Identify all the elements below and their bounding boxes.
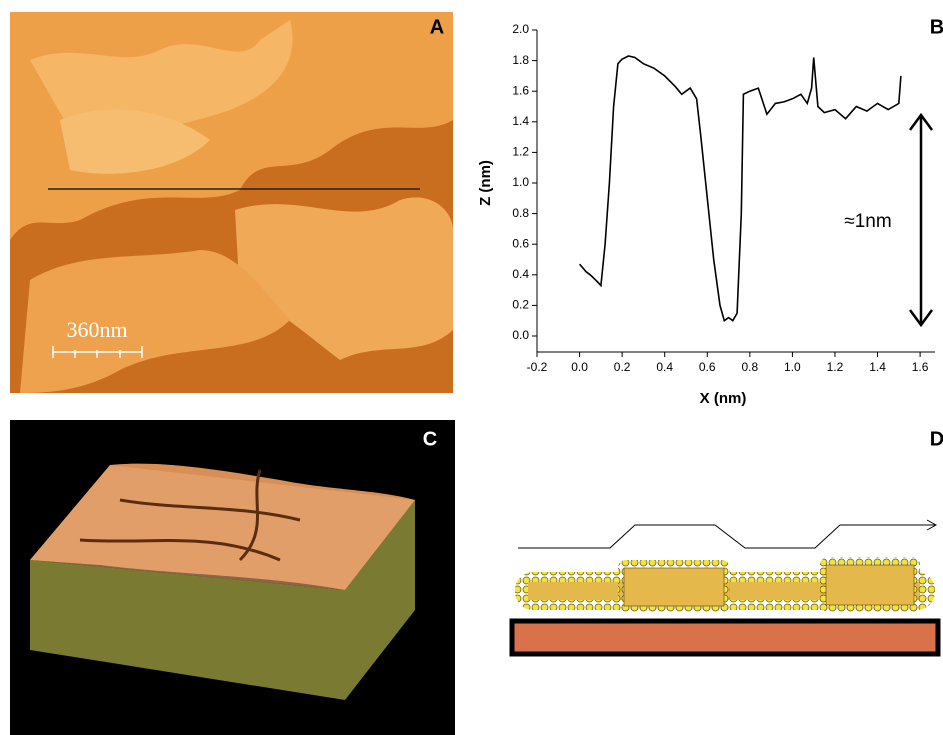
y-tick-label: 1.6	[512, 83, 529, 97]
lipid-domain-core	[624, 568, 724, 606]
substrate	[512, 621, 938, 654]
profile-line	[580, 56, 901, 321]
x-axis-label: X (nm)	[700, 390, 747, 407]
y-tick-label: 0.6	[512, 236, 529, 250]
x-tick-label: 0.0	[571, 360, 588, 374]
x-tick-label: 0.4	[656, 360, 673, 374]
panel-label: B	[930, 16, 943, 38]
y-tick-label: 2.0	[512, 22, 529, 36]
profile-trace	[518, 520, 936, 548]
panel-label: C	[423, 428, 437, 450]
panel-label: A	[430, 16, 444, 38]
y-axis-label: Z (nm)	[477, 160, 494, 206]
x-tick-label: 1.4	[869, 360, 886, 374]
panel-label: D	[930, 428, 943, 450]
x-tick-label: -0.2	[527, 360, 548, 374]
height-arrow	[910, 115, 932, 325]
x-tick-label: 0.6	[699, 360, 716, 374]
x-tick-label: 1.6	[912, 360, 929, 374]
y-tick-label: 1.4	[512, 114, 529, 128]
y-tick-label: 0.8	[512, 206, 529, 220]
figure-canvas: A 360nm B X (nm) Z (nm) ≈1nm 0.0 0.2 0.4 0.…	[0, 0, 943, 735]
annotation: ≈1nm	[844, 211, 891, 232]
panel-d: D	[512, 428, 943, 654]
panel-c: C	[10, 420, 455, 735]
lipid-domain-core	[826, 565, 914, 605]
y-tick-label: 1.8	[512, 53, 529, 67]
panel-b: B X (nm) Z (nm) ≈1nm 0.0 0.2 0.4 0.6 0.8 1.0 1…	[477, 16, 943, 407]
y-tick-label: 0.2	[512, 298, 529, 312]
x-tick-label: 1.0	[784, 360, 801, 374]
x-tick-label: 0.8	[741, 360, 758, 374]
y-tick-label: 0.0	[512, 328, 529, 342]
y-tick-label: 1.0	[512, 175, 529, 189]
y-tick-label: 0.4	[512, 267, 529, 281]
x-tick-label: 0.2	[614, 360, 631, 374]
figure: A 360nm B X (nm) Z (nm) ≈1nm 0.0 0.2 0.4 0.…	[0, 0, 943, 735]
x-tick-label: 1.2	[827, 360, 844, 374]
panel-a: A 360nm	[10, 12, 453, 393]
y-tick-label: 1.2	[512, 145, 529, 159]
scale-bar-label: 360nm	[66, 317, 127, 342]
